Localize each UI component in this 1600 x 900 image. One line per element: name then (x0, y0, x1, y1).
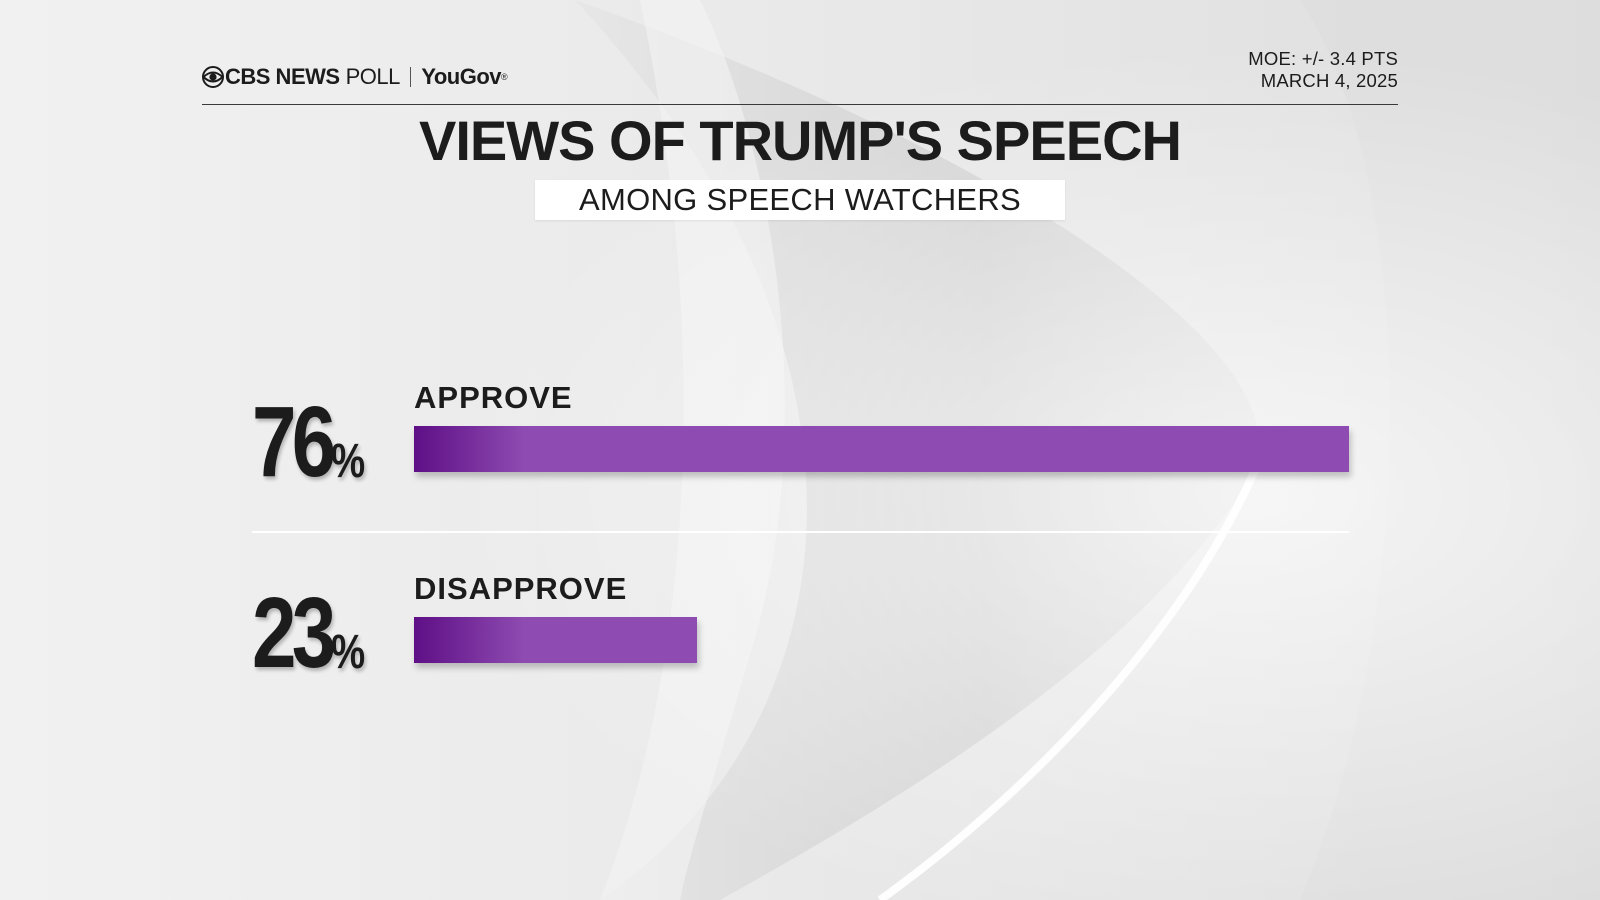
registered-mark-icon: ® (501, 72, 508, 82)
percent-sign-approve: % (331, 435, 366, 488)
poll-date: MARCH 4, 2025 (1260, 70, 1398, 91)
poll-meta: MOE: +/- 3.4 PTS MARCH 4, 2025 (1248, 48, 1398, 92)
bar-track-approve (414, 426, 1349, 472)
percent-sign-disapprove: % (331, 626, 366, 679)
bar-row-approve: 76% APPROVE (0, 380, 1600, 498)
brand-logo: CBS NEWS POLL YouGov ® (202, 64, 508, 90)
bar-disapprove (414, 617, 697, 663)
bar-approve (414, 426, 1349, 472)
row-divider (252, 531, 1349, 533)
header: CBS NEWS POLL YouGov ® MOE: +/- 3.4 PTS M… (202, 48, 1398, 105)
value-label-approve: 76% (252, 380, 402, 498)
brand-separator (409, 67, 412, 87)
chart-title: VIEWS OF TRUMP'S SPEECH (419, 109, 1182, 172)
chart-subtitle: AMONG SPEECH WATCHERS (535, 180, 1065, 220)
brand-yougov: YouGov (421, 64, 502, 89)
value-number-disapprove: 23 (252, 577, 336, 689)
category-label-approve: APPROVE (414, 380, 573, 415)
brand-poll: POLL (345, 64, 401, 89)
bar-row-disapprove: 23% DISAPPROVE (0, 571, 1600, 689)
cbs-eye-icon (202, 66, 224, 88)
value-number-approve: 76 (252, 386, 336, 498)
bar-track-disapprove (414, 617, 1349, 663)
category-label-disapprove: DISAPPROVE (414, 571, 628, 606)
value-label-disapprove: 23% (252, 571, 402, 689)
margin-of-error: MOE: +/- 3.4 PTS (1248, 48, 1398, 69)
brand-cbs-news: CBS NEWS (225, 64, 340, 89)
